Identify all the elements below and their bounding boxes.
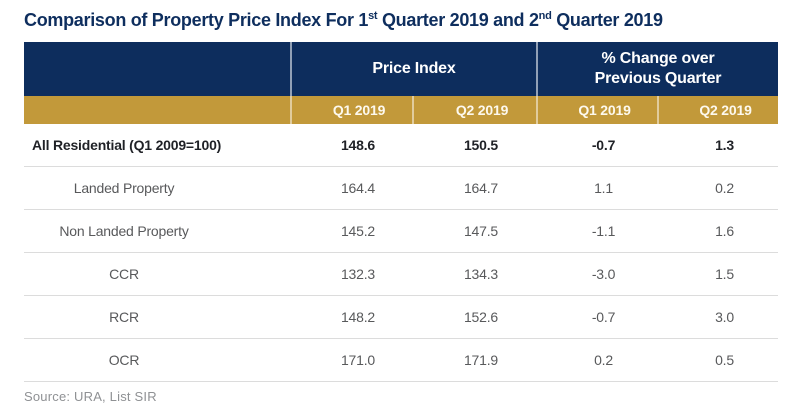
table-row-all-residential: All Residential (Q1 2009=100) 148.6 150.…: [24, 124, 778, 167]
group-header-price-index: Price Index: [290, 42, 536, 96]
pct-change-q2-value: 3.0: [715, 309, 734, 325]
price-index-q1-value: 148.6: [340, 137, 376, 153]
subheader-price-q1-2019: Q1 2019: [290, 96, 412, 124]
pct-change-q1-value: -1.1: [591, 223, 616, 239]
price-index-q1-value: 145.2: [340, 223, 376, 239]
price-index-q2-value: 164.7: [463, 180, 499, 196]
pct-change-q2-value: 1.5: [715, 266, 734, 282]
pct-change-q2-value: 0.2: [715, 180, 734, 196]
table-body: All Residential (Q1 2009=100) 148.6 150.…: [24, 124, 778, 382]
pct-change-label-line1: % Change over: [601, 50, 715, 67]
pct-change-q1-value: -0.7: [591, 137, 616, 153]
price-index-label: Price Index: [372, 60, 456, 77]
pct-change-q2-value: 0.5: [715, 352, 734, 368]
table-row-rcr: RCR 148.2 152.6 -0.7 3.0: [24, 296, 778, 339]
price-index-q1-value: 171.0: [340, 352, 376, 368]
property-price-index-table: Price Index % Change over Previous Quart…: [24, 42, 778, 382]
group-header-empty-cell: [24, 42, 290, 96]
table-group-header-row: Price Index % Change over Previous Quart…: [24, 42, 778, 96]
row-label: Landed Property: [73, 180, 175, 196]
row-label: OCR: [108, 352, 140, 368]
row-label: Non Landed Property: [59, 223, 189, 239]
source-note: Source: URA, List SIR: [24, 389, 157, 404]
price-index-q2-value: 152.6: [463, 309, 499, 325]
table-row-landed-property: Landed Property 164.4 164.7 1.1 0.2: [24, 167, 778, 210]
title-superscript-nd: nd: [538, 10, 552, 22]
pct-change-q1-value: -3.0: [591, 266, 616, 282]
page-title: Comparison of Property Price Index For 1…: [24, 10, 663, 31]
subheader-empty-cell: [24, 96, 290, 124]
title-text-2: Quarter 2019 and 2: [377, 10, 539, 30]
row-label: All Residential (Q1 2009=100): [32, 137, 222, 153]
pct-change-q1-value: 0.2: [594, 352, 613, 368]
title-text-3: Quarter 2019: [551, 10, 663, 30]
subheader-change-q1-2019: Q1 2019: [536, 96, 657, 124]
price-index-q1-value: 164.4: [340, 180, 376, 196]
table-row-ccr: CCR 132.3 134.3 -3.0 1.5: [24, 253, 778, 296]
subheader-price-q2-2019: Q2 2019: [412, 96, 536, 124]
price-index-q2-value: 134.3: [463, 266, 499, 282]
price-index-q2-value: 150.5: [463, 137, 499, 153]
title-superscript-st: st: [368, 10, 378, 22]
pct-change-q2-value: 1.3: [715, 137, 734, 153]
price-index-q2-value: 171.9: [463, 352, 499, 368]
group-header-pct-change: % Change over Previous Quarter: [536, 42, 778, 96]
pct-change-label-line2: Previous Quarter: [594, 70, 722, 87]
table-quarter-subheader-row: Q1 2019 Q2 2019 Q1 2019 Q2 2019: [24, 96, 778, 124]
price-index-q2-value: 147.5: [463, 223, 499, 239]
price-index-q1-value: 132.3: [340, 266, 376, 282]
row-label: RCR: [109, 309, 139, 325]
pct-change-q1-value: 1.1: [594, 180, 613, 196]
pct-change-q2-value: 1.6: [715, 223, 734, 239]
price-index-q1-value: 148.2: [340, 309, 376, 325]
table-row-non-landed-property: Non Landed Property 145.2 147.5 -1.1 1.6: [24, 210, 778, 253]
pct-change-q1-value: -0.7: [591, 309, 616, 325]
table-row-ocr: OCR 171.0 171.9 0.2 0.5: [24, 339, 778, 382]
title-text-1: Comparison of Property Price Index For 1: [24, 10, 369, 30]
row-label: CCR: [109, 266, 139, 282]
subheader-change-q2-2019: Q2 2019: [657, 96, 778, 124]
